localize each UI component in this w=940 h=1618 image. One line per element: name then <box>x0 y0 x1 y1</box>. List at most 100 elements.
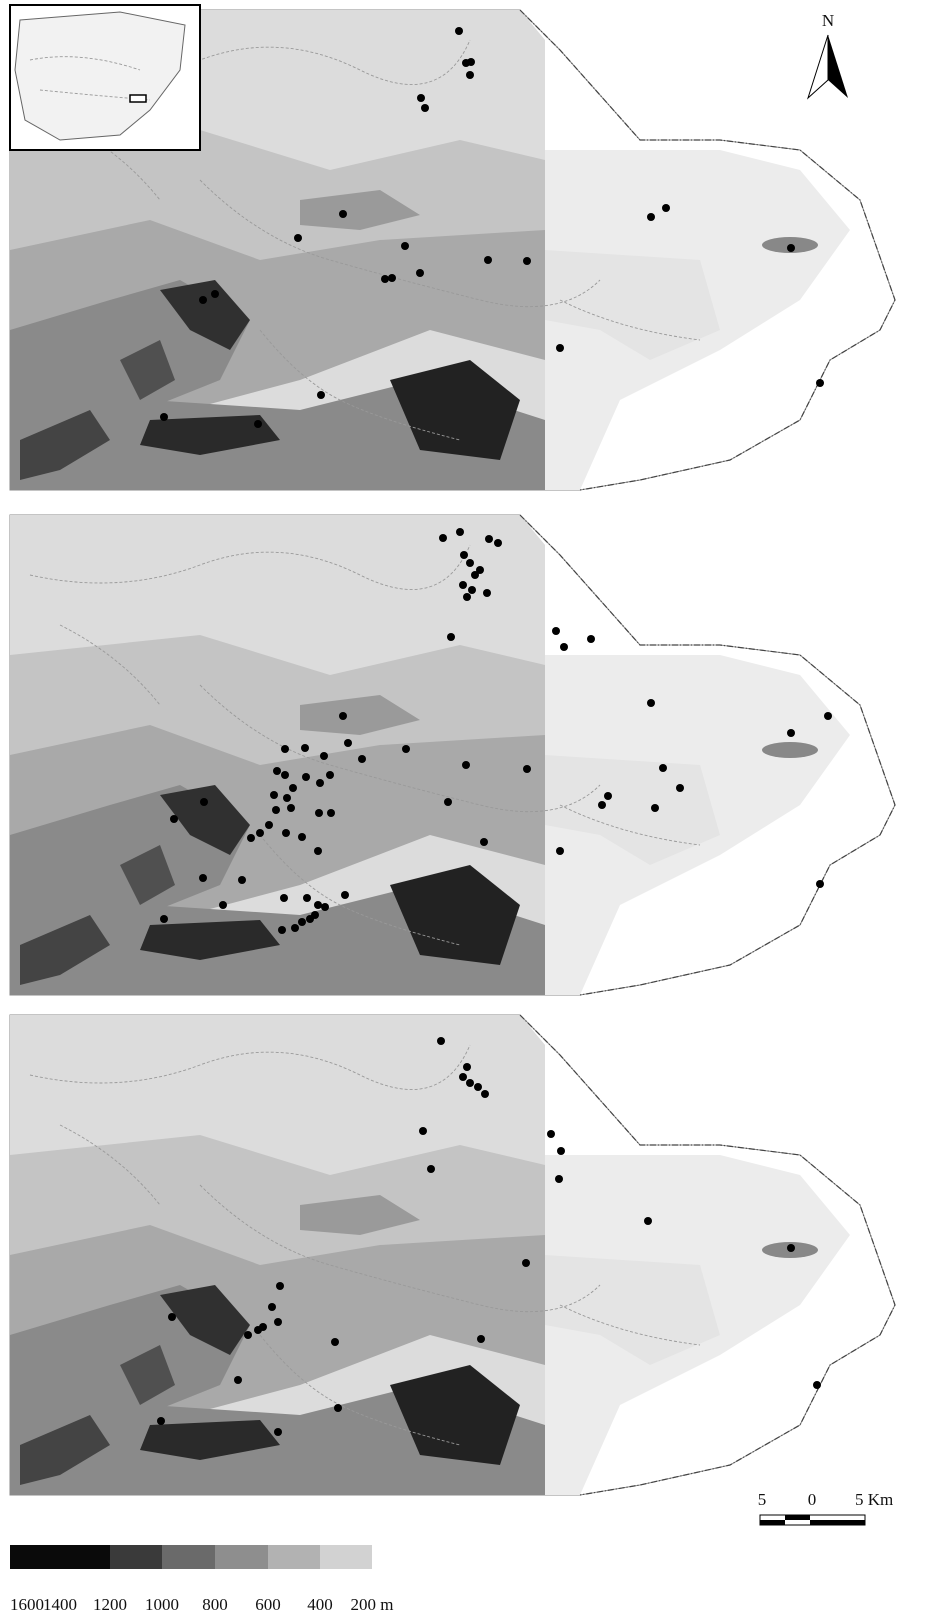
site-marker <box>816 880 824 888</box>
site-marker <box>463 1063 471 1071</box>
site-marker <box>314 847 322 855</box>
site-marker <box>523 765 531 773</box>
legend-label: 400 <box>307 1595 333 1614</box>
site-marker <box>317 391 325 399</box>
site-marker <box>265 821 273 829</box>
site-marker <box>459 1073 467 1081</box>
site-marker <box>270 791 278 799</box>
site-marker <box>358 755 366 763</box>
site-marker <box>254 1326 262 1334</box>
site-marker <box>287 804 295 812</box>
site-marker <box>444 798 452 806</box>
site-marker <box>787 729 795 737</box>
site-marker <box>168 1313 176 1321</box>
site-marker <box>466 1079 474 1087</box>
site-marker <box>556 344 564 352</box>
site-marker <box>274 1428 282 1436</box>
site-marker <box>467 58 475 66</box>
site-marker <box>199 296 207 304</box>
site-marker <box>647 213 655 221</box>
site-marker <box>816 379 824 387</box>
site-marker <box>301 744 309 752</box>
legend-label: 1200 <box>93 1595 127 1614</box>
site-marker <box>437 1037 445 1045</box>
legend-label: 800 <box>202 1595 228 1614</box>
site-marker <box>662 204 670 212</box>
site-marker <box>219 901 227 909</box>
site-marker <box>320 752 328 760</box>
legend-label: 1000 <box>145 1595 179 1614</box>
site-marker <box>522 1259 530 1267</box>
site-marker <box>523 257 531 265</box>
site-marker <box>254 420 262 428</box>
site-marker <box>416 269 424 277</box>
site-marker <box>211 290 219 298</box>
site-marker <box>557 1147 565 1155</box>
site-marker <box>468 586 476 594</box>
site-marker <box>552 627 560 635</box>
scale-label: 5 <box>758 1490 767 1509</box>
site-marker <box>276 1282 284 1290</box>
site-marker <box>419 1127 427 1135</box>
site-marker <box>315 809 323 817</box>
site-marker <box>824 712 832 720</box>
site-marker <box>316 779 324 787</box>
site-marker <box>439 534 447 542</box>
site-marker <box>604 792 612 800</box>
site-marker <box>334 1404 342 1412</box>
site-marker <box>447 633 455 641</box>
site-marker <box>485 535 493 543</box>
site-marker <box>306 915 314 923</box>
site-marker <box>787 1244 795 1252</box>
site-marker <box>280 894 288 902</box>
site-marker <box>200 798 208 806</box>
site-marker <box>455 27 463 35</box>
map-figure: N 5 0 5 Km 1600140012001000800600400200 … <box>0 0 940 1618</box>
site-marker <box>283 794 291 802</box>
site-marker <box>298 833 306 841</box>
site-marker <box>281 771 289 779</box>
scale-bar: 5 0 5 Km <box>758 1490 894 1525</box>
inset-map <box>10 5 200 150</box>
site-marker <box>281 745 289 753</box>
site-marker <box>481 1090 489 1098</box>
site-marker <box>268 1303 276 1311</box>
compass: N <box>808 11 848 98</box>
site-marker <box>282 829 290 837</box>
site-marker <box>427 1165 435 1173</box>
terrain-panel <box>10 515 895 995</box>
site-marker <box>462 761 470 769</box>
site-marker <box>160 915 168 923</box>
site-marker <box>339 712 347 720</box>
site-marker <box>456 528 464 536</box>
site-marker <box>463 593 471 601</box>
site-marker <box>459 581 467 589</box>
site-marker <box>477 1335 485 1343</box>
terrain-panel <box>10 1015 895 1495</box>
site-marker <box>647 699 655 707</box>
site-marker <box>787 244 795 252</box>
site-marker <box>321 903 329 911</box>
compass-label: N <box>822 11 834 30</box>
site-marker <box>417 94 425 102</box>
site-marker <box>476 566 484 574</box>
site-marker <box>291 924 299 932</box>
site-marker <box>421 104 429 112</box>
site-marker <box>256 829 264 837</box>
scale-label: 5 Km <box>855 1490 893 1509</box>
site-marker <box>460 551 468 559</box>
legend-label: 1400 <box>43 1595 77 1614</box>
site-marker <box>331 1338 339 1346</box>
elevation-legend <box>10 1545 372 1569</box>
legend-label: 600 <box>255 1595 281 1614</box>
site-marker <box>327 809 335 817</box>
site-marker <box>474 1083 482 1091</box>
site-marker <box>466 559 474 567</box>
site-marker <box>247 834 255 842</box>
site-marker <box>160 413 168 421</box>
site-marker <box>344 739 352 747</box>
site-marker <box>494 539 502 547</box>
site-marker <box>272 806 280 814</box>
site-marker <box>234 1376 242 1384</box>
site-marker <box>598 801 606 809</box>
